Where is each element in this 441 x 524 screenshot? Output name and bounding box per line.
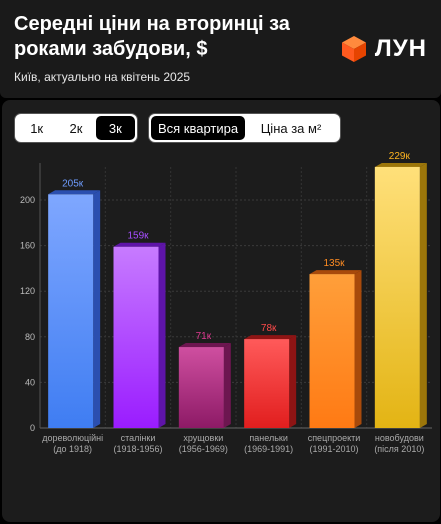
- brand-name: ЛУН: [374, 35, 427, 62]
- chart-title: Середні ціни на вторинці за роками забуд…: [14, 13, 290, 60]
- data-label: 78к: [261, 323, 277, 334]
- rooms-1-button[interactable]: 1к: [30, 120, 44, 136]
- cube-logo-icon: [341, 36, 366, 62]
- bar-side: [158, 242, 166, 428]
- bar-side: [419, 162, 427, 428]
- y-tick-label: 160: [20, 241, 35, 251]
- y-tick-label: 40: [25, 377, 35, 387]
- x-tick-label: дореволюційні: [42, 433, 103, 443]
- chart-subtitle: Київ, актуально на квітень 2025: [14, 70, 191, 84]
- bar-top: [178, 343, 231, 348]
- bar: [309, 274, 355, 428]
- y-tick-label: 120: [20, 286, 35, 296]
- data-label: 71к: [196, 331, 212, 342]
- bar-top: [244, 335, 297, 340]
- data-label: 229к: [389, 151, 411, 162]
- x-tick-label: сталінки: [121, 433, 156, 443]
- bar-side: [223, 343, 231, 428]
- bar-top: [309, 270, 362, 275]
- header: Середні ціни на вторинці за роками забуд…: [0, 0, 441, 98]
- data-label: 159к: [127, 231, 149, 242]
- bar: [113, 246, 159, 428]
- x-tick-label: новобудови: [375, 433, 424, 443]
- rooms-3-button[interactable]: 3к: [95, 116, 135, 140]
- rooms-2-button[interactable]: 2к: [69, 120, 83, 136]
- brand-logo[interactable]: ЛУН: [341, 32, 427, 66]
- bar: [48, 194, 94, 428]
- whole-apartment-button[interactable]: Вся квартира: [151, 116, 245, 140]
- bar-side: [289, 335, 297, 428]
- bar-top: [113, 242, 166, 247]
- rooms-selector: 1к 2к 3к: [14, 113, 138, 143]
- x-tick-sublabel: (1918-1956): [113, 444, 162, 454]
- bar-side: [93, 190, 101, 428]
- bar: [374, 166, 420, 428]
- x-tick-label: хрущовки: [183, 433, 223, 443]
- data-label: 205к: [62, 178, 84, 189]
- x-tick-sublabel: (1969-1991): [244, 444, 293, 454]
- price-mode-selector: Вся квартира Ціна за м²: [148, 113, 341, 143]
- price-per-sqm-button[interactable]: Ціна за м²: [260, 120, 322, 136]
- x-tick-sublabel: (до 1918): [53, 444, 92, 454]
- data-label: 135к: [323, 258, 345, 269]
- bar-top: [48, 190, 101, 195]
- y-tick-label: 0: [30, 423, 35, 433]
- x-tick-sublabel: (1991-2010): [309, 444, 358, 454]
- x-tick-sublabel: (після 2010): [374, 444, 424, 454]
- y-tick-label: 200: [20, 195, 35, 205]
- bar: [178, 347, 224, 428]
- bar-side: [354, 270, 362, 428]
- bar: [244, 339, 290, 428]
- x-tick-sublabel: (1956-1969): [179, 444, 228, 454]
- x-tick-label: спецпроекти: [308, 433, 361, 443]
- bar-top: [374, 162, 427, 167]
- x-tick-label: панельки: [249, 433, 287, 443]
- y-tick-label: 80: [25, 332, 35, 342]
